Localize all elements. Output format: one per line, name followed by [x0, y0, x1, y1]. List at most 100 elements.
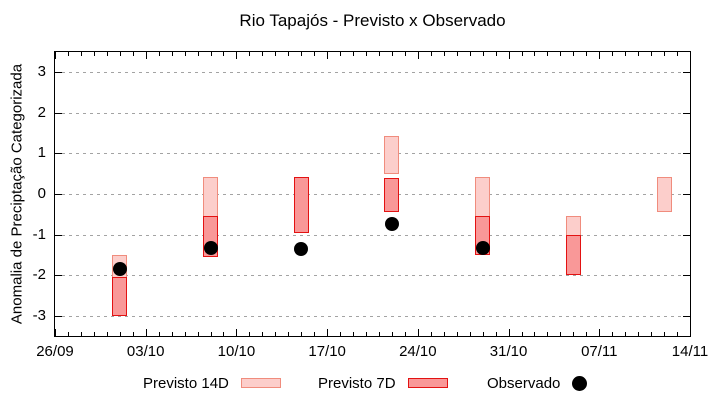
- x-axis-tick: [586, 332, 588, 336]
- observed-dot: [294, 241, 309, 256]
- x-axis-tick: [404, 52, 406, 56]
- x-axis-tick: [366, 332, 368, 336]
- x-axis-tick: [197, 332, 199, 336]
- x-axis-tick: [560, 52, 562, 56]
- gridline: [55, 315, 690, 317]
- x-axis-tick: [119, 52, 121, 56]
- x-axis-tick: [145, 52, 147, 59]
- observed-dot: [475, 240, 490, 255]
- legend-item-previsto-7d: Previsto 7D: [318, 370, 448, 396]
- x-axis-tick: [469, 332, 471, 336]
- x-axis-tick: [67, 52, 69, 56]
- x-axis-tick: [547, 52, 549, 56]
- x-axis-tick: [690, 52, 691, 59]
- forecast-bar-previsto-7d: [565, 234, 581, 276]
- x-axis-tick: [106, 52, 108, 56]
- x-axis-tick: [80, 52, 82, 56]
- y-axis-tick: [55, 153, 62, 155]
- y-axis-tick: [683, 153, 690, 155]
- x-axis-tick: [210, 332, 212, 336]
- observed-dot: [384, 217, 399, 232]
- x-axis-tick: [223, 52, 225, 56]
- x-axis-tick: [327, 52, 329, 59]
- gridline: [55, 275, 690, 277]
- forecast-bar-previsto-14d: [384, 135, 400, 174]
- x-axis-tick: [275, 332, 277, 336]
- observed-dot: [203, 240, 218, 255]
- legend-swatch-previsto-14d: [240, 378, 281, 388]
- x-axis-tick: [158, 332, 160, 336]
- x-axis-tick: [482, 332, 484, 336]
- legend-item-previsto-14d: Previsto 14D: [143, 370, 281, 396]
- y-axis-tick: [55, 275, 62, 277]
- x-tick-label: 03/10: [126, 343, 165, 360]
- x-axis-tick: [158, 52, 160, 56]
- chart-title: Rio Tapajós - Previsto x Observado: [239, 11, 506, 30]
- y-axis-tick: [683, 194, 690, 195]
- x-axis-tick: [391, 332, 393, 336]
- y-tick-label: -1: [32, 225, 46, 243]
- x-axis-tick: [638, 52, 640, 56]
- x-axis-tick: [495, 52, 497, 56]
- legend-swatch-previsto-7d: [407, 378, 448, 388]
- legend-dot-icon: [572, 375, 588, 391]
- x-axis-tick: [677, 52, 679, 56]
- y-tick-label: 1: [37, 144, 46, 162]
- gridline: [55, 72, 690, 74]
- x-axis-tick: [651, 52, 653, 56]
- x-axis-tick: [599, 52, 601, 59]
- x-axis-tick: [625, 52, 627, 56]
- forecast-bar-previsto-7d: [293, 176, 309, 233]
- x-axis-tick: [586, 52, 588, 56]
- x-axis-tick: [132, 52, 134, 56]
- x-axis-tick: [314, 52, 316, 56]
- x-axis-tick: [378, 332, 380, 336]
- x-axis-tick: [80, 332, 82, 336]
- x-axis-tick: [145, 329, 147, 336]
- x-axis-tick: [625, 332, 627, 336]
- forecast-bar-previsto-7d: [112, 277, 128, 316]
- y-tick-label: -2: [32, 266, 46, 284]
- x-axis-tick: [560, 332, 562, 336]
- y-axis-tick: [683, 275, 690, 277]
- x-axis-tick: [521, 52, 523, 56]
- x-axis-tick: [132, 332, 134, 336]
- x-axis-tick: [288, 332, 290, 336]
- x-axis-tick: [184, 332, 186, 336]
- x-axis-tick: [508, 52, 510, 59]
- legend: Previsto 14D Previsto 7D Observado: [0, 370, 720, 396]
- x-axis-tick: [171, 52, 173, 56]
- x-axis-tick: [482, 52, 484, 56]
- legend-item-observado: Observado: [487, 370, 588, 396]
- x-axis-tick: [430, 332, 432, 336]
- x-axis-tick: [223, 332, 225, 336]
- y-tick-label: -3: [32, 306, 46, 324]
- x-axis-tick: [573, 52, 575, 56]
- x-axis-tick: [443, 52, 445, 56]
- x-axis-tick: [93, 52, 95, 56]
- legend-label: Previsto 14D: [143, 374, 229, 392]
- x-axis-tick: [612, 332, 614, 336]
- x-axis-tick: [612, 52, 614, 56]
- x-axis-tick: [534, 52, 536, 56]
- x-tick-label: 26/09: [36, 343, 74, 360]
- x-axis-tick: [197, 52, 199, 56]
- x-axis-tick: [404, 332, 406, 336]
- gridline: [55, 112, 690, 114]
- x-axis-tick: [599, 329, 601, 336]
- x-axis-tick: [677, 332, 679, 336]
- x-axis-tick: [327, 329, 329, 336]
- x-axis-tick: [456, 332, 458, 336]
- gridline: [55, 194, 690, 195]
- x-axis-tick: [651, 332, 653, 336]
- x-tick-label: 07/11: [581, 343, 618, 360]
- x-axis-tick: [106, 332, 108, 336]
- forecast-bar-previsto-7d: [384, 177, 400, 213]
- y-axis-tick: [55, 234, 62, 236]
- x-axis-tick: [378, 52, 380, 56]
- x-tick-label: 31/10: [489, 343, 528, 360]
- x-axis-tick: [638, 332, 640, 336]
- legend-label: Observado: [487, 374, 561, 392]
- x-axis-tick: [690, 329, 691, 336]
